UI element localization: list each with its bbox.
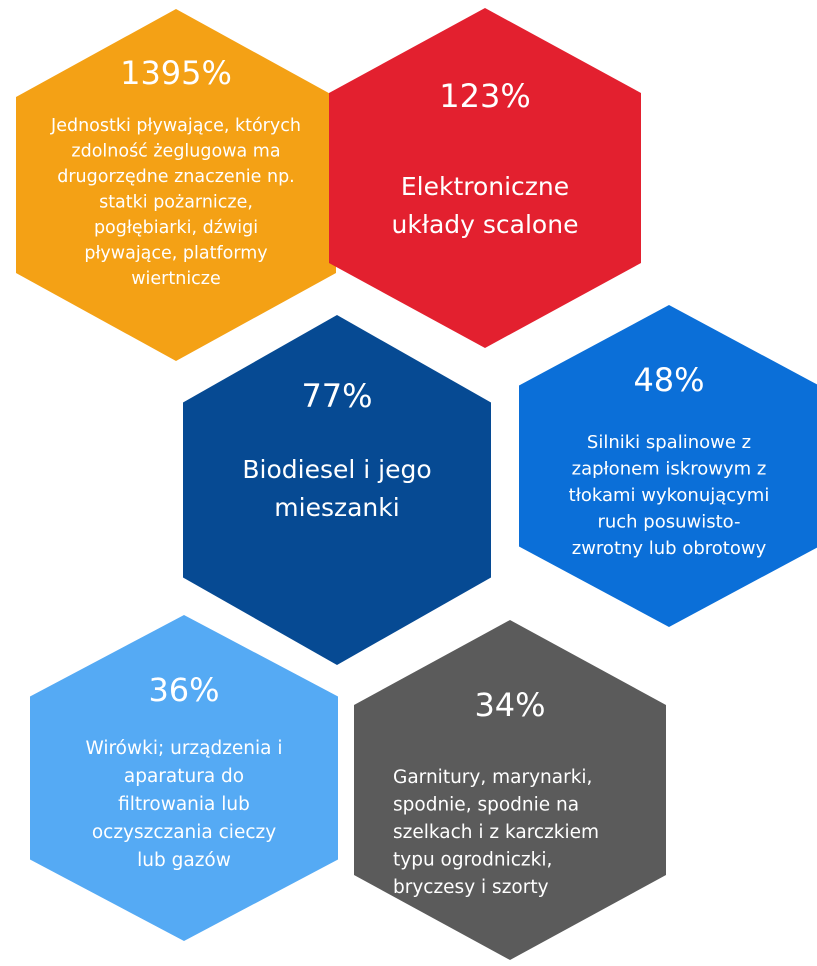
description: szelkach i z karczkiem [393, 822, 599, 843]
percent: 34% [474, 686, 545, 724]
description: Garnitury, marynarki, [393, 767, 592, 788]
description: ruch posuwisto- [597, 512, 740, 533]
hexagon [30, 615, 338, 941]
description: Silniki spalinowe z [587, 432, 751, 453]
description: pływające, platformy [84, 244, 267, 264]
description: zwrotny lub obrotowy [572, 538, 767, 559]
percent: 77% [301, 377, 372, 415]
hexagon [329, 8, 641, 348]
percent: 123% [439, 77, 530, 115]
description: drugorzędne znaczenie np. [57, 167, 295, 187]
description: Biodiesel i jego [242, 455, 431, 484]
description: aparatura do [124, 766, 244, 787]
hexagon [354, 620, 666, 960]
description: bryczesy i szorty [393, 877, 549, 898]
percent: 36% [148, 671, 219, 709]
percent: 1395% [120, 54, 232, 92]
description: filtrowania lub [118, 794, 250, 815]
description: wiertnicze [131, 269, 221, 289]
hexagon [183, 315, 491, 665]
percent: 48% [633, 361, 704, 399]
description: Wirówki; urządzenia i [85, 738, 282, 759]
hexagon [16, 9, 336, 361]
description: lub gazów [137, 850, 231, 871]
hexagon [519, 305, 817, 627]
description: zapłonem iskrowym z [572, 459, 767, 480]
description: pogłębiarki, dźwigi [94, 218, 258, 238]
description: typu ogrodniczki, [393, 850, 552, 871]
description: tłokami wykonującymi [569, 485, 770, 506]
description: mieszanki [274, 493, 399, 522]
description: Elektroniczne [401, 172, 569, 201]
description: oczyszczania cieczy [92, 822, 276, 843]
description: Jednostki pływające, których [50, 116, 301, 136]
description: zdolność żeglugowa ma [71, 142, 280, 162]
description: spodnie, spodnie na [393, 795, 579, 816]
description: układy scalone [392, 210, 579, 239]
description: statki pożarnicze, [99, 193, 253, 213]
